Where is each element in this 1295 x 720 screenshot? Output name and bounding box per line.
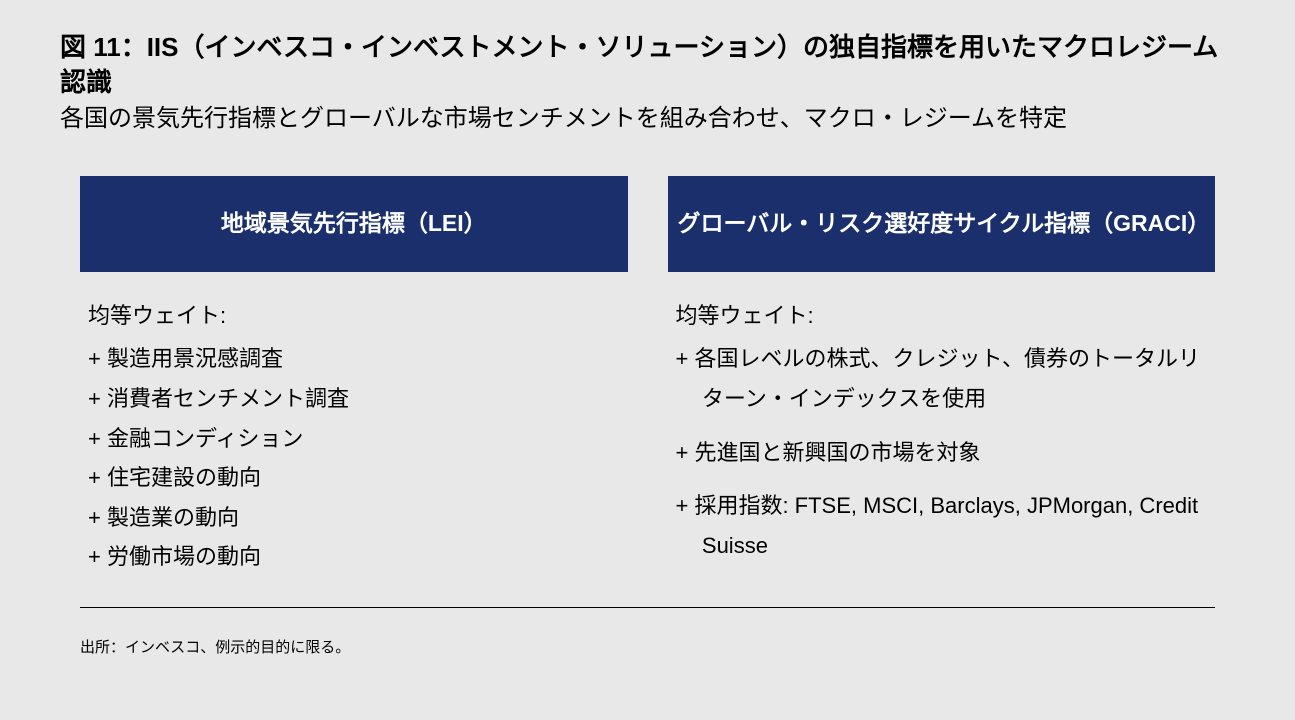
item-list-lei: + 製造用景況感調査 + 消費者センチメント調査 + 金融コンディション + 住… (88, 339, 620, 577)
list-item: + 各国レベルの株式、クレジット、債券のトータルリターン・インデックスを使用 (676, 339, 1208, 418)
divider-line (80, 607, 1215, 608)
column-body-graci: 均等ウェイト: + 各国レベルの株式、クレジット、債券のトータルリターン・インデ… (668, 272, 1216, 566)
list-item: + 製造用景況感調査 (88, 339, 620, 379)
page-container: 図 11：IIS（インベスコ・インベストメント・ソリューション）の独自指標を用い… (0, 0, 1295, 720)
list-item: + 消費者センチメント調査 (88, 379, 620, 419)
column-graci: グローバル・リスク選好度サイクル指標（GRACI） 均等ウェイト: + 各国レベ… (668, 176, 1216, 580)
columns-wrapper: 地域景気先行指標（LEI） 均等ウェイト: + 製造用景況感調査 + 消費者セン… (60, 176, 1235, 580)
lead-line-lei: 均等ウェイト: (88, 296, 620, 336)
column-header-graci: グローバル・リスク選好度サイクル指標（GRACI） (668, 176, 1216, 272)
column-body-lei: 均等ウェイト: + 製造用景況感調査 + 消費者センチメント調査 + 金融コンデ… (80, 272, 628, 577)
list-item: + 製造業の動向 (88, 498, 620, 538)
figure-subtitle: 各国の景気先行指標とグローバルな市場センチメントを組み合わせ、マクロ・レジームを… (60, 102, 1235, 136)
lead-line-graci: 均等ウェイト: (676, 296, 1208, 336)
item-list-graci: + 各国レベルの株式、クレジット、債券のトータルリターン・インデックスを使用 +… (676, 339, 1208, 565)
list-item: + 金融コンディション (88, 419, 620, 459)
column-header-lei: 地域景気先行指標（LEI） (80, 176, 628, 272)
list-item: + 先進国と新興国の市場を対象 (676, 433, 1208, 473)
column-lei: 地域景気先行指標（LEI） 均等ウェイト: + 製造用景況感調査 + 消費者セン… (80, 176, 628, 580)
list-item: + 採用指数: FTSE, MSCI, Barclays, JPMorgan, … (676, 486, 1208, 565)
list-item: + 労働市場の動向 (88, 537, 620, 577)
source-note: 出所：インベスコ、例示的目的に限る。 (80, 636, 1235, 657)
list-item: + 住宅建設の動向 (88, 458, 620, 498)
figure-title: 図 11：IIS（インベスコ・インベストメント・ソリューション）の独自指標を用い… (60, 30, 1235, 100)
